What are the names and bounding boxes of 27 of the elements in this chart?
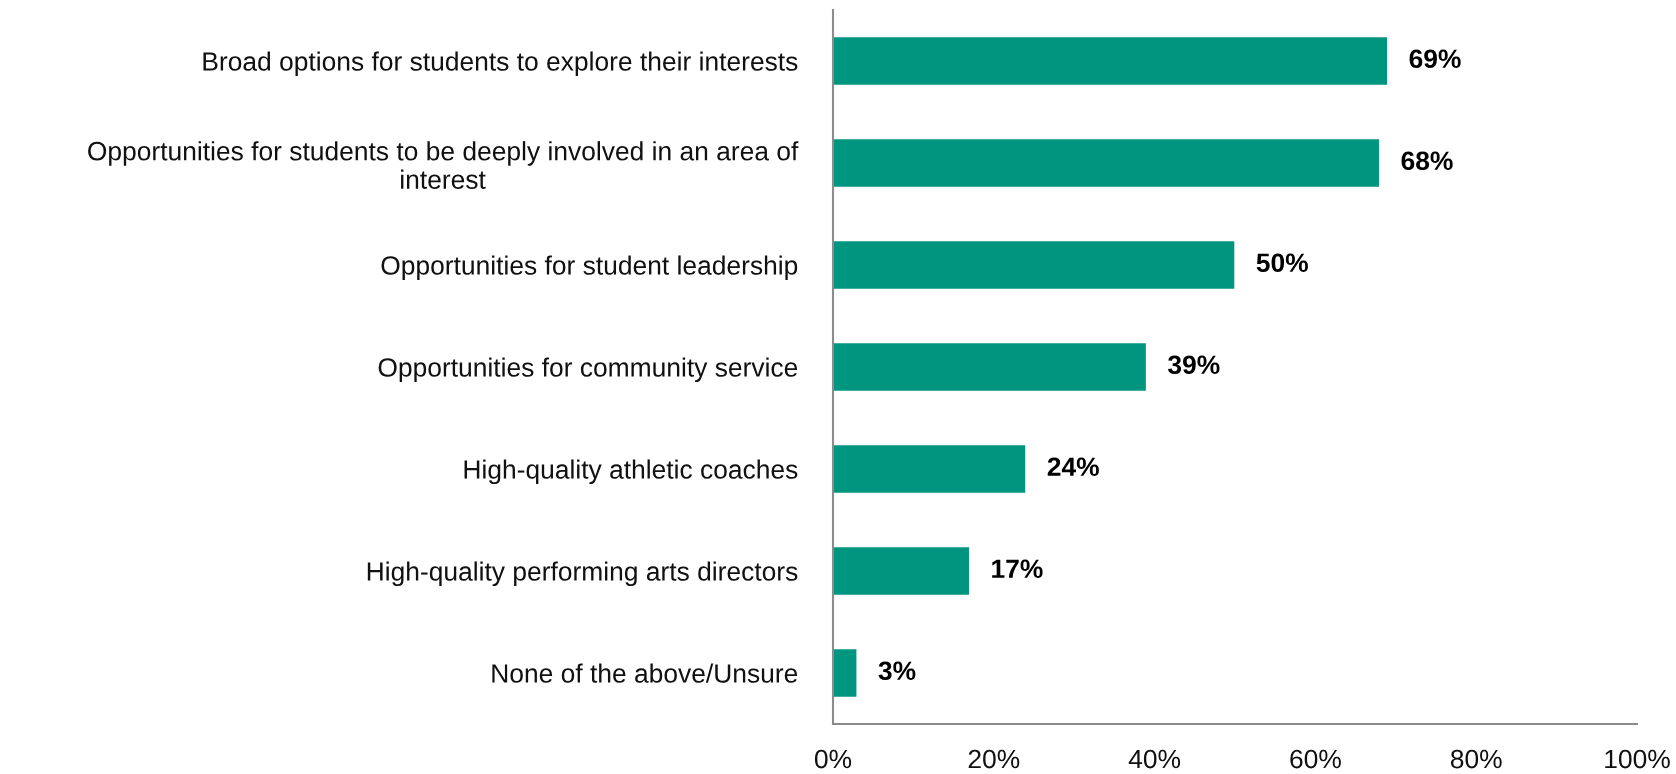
x-tick-label: 40% — [1128, 749, 1181, 769]
bar — [833, 647, 858, 699]
y-tick-label: Broad options for students to explore their interests — [203, 51, 798, 77]
x-tick-label: 0% — [814, 749, 852, 769]
data-label: 24% — [1047, 457, 1099, 477]
y-tick-label: High-quality athletic coaches — [464, 459, 798, 485]
data-label: 3% — [878, 661, 916, 681]
y-tick-label: Opportunities for student leadership — [381, 255, 798, 281]
y-tick-label: Opportunities for students to be deeply involved in an area of interest — [88, 141, 799, 189]
bar — [833, 341, 1148, 393]
x-tick-label: 100% — [1605, 749, 1670, 769]
y-tick-label: None of the above/Unsure — [492, 663, 798, 683]
y-tick-label: Opportunities for community service — [378, 357, 798, 383]
data-label: 39% — [1168, 355, 1220, 375]
bar — [833, 137, 1381, 189]
x-tick-label: 20% — [968, 749, 1020, 769]
data-label: 69% — [1409, 49, 1461, 69]
bar — [833, 443, 1027, 495]
x-tick-label: 60% — [1290, 749, 1341, 769]
data-label: 17% — [992, 559, 1043, 579]
bar — [833, 545, 971, 597]
bar — [833, 239, 1236, 291]
bar — [833, 35, 1389, 87]
data-label: 50% — [1256, 253, 1308, 273]
y-tick-label: High-quality performing arts directors — [367, 561, 798, 587]
x-tick-label: 80% — [1450, 749, 1502, 769]
data-label: 68% — [1401, 151, 1453, 171]
